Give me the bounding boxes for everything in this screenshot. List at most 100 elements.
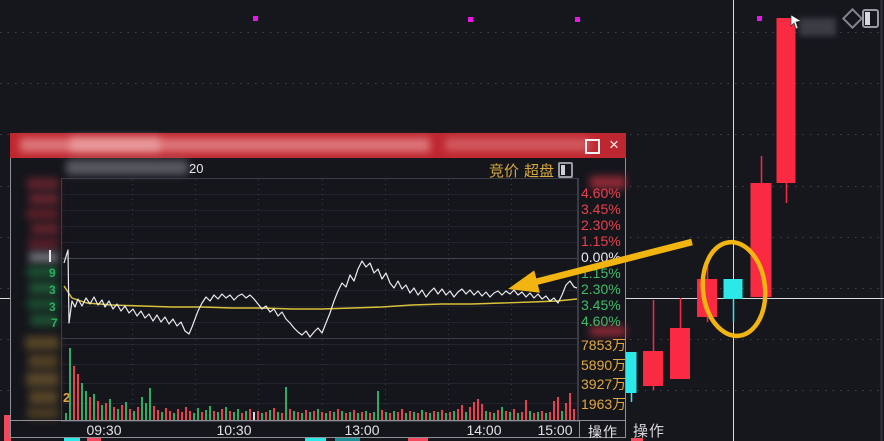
order-book-panel[interactable]: 9 3 3 7 2: [13, 178, 70, 420]
order-book-digit-fragment: 3: [49, 300, 56, 314]
intraday-volume-bar: [573, 409, 575, 421]
intraday-volume-bar: [77, 374, 79, 421]
intraday-volume-bar: [357, 413, 359, 421]
intraday-volume-bar: [429, 413, 431, 421]
action-menu-popup[interactable]: 操作: [588, 424, 618, 440]
censored-order-book-row: [29, 193, 59, 205]
censored-order-book-row: [27, 266, 58, 278]
intraday-volume-bar: [169, 411, 171, 421]
bottom-bar-divider: [579, 421, 580, 438]
intraday-volume-bar: [233, 412, 235, 421]
percent-axis-label: 1.15%: [581, 265, 621, 281]
maximize-button[interactable]: [585, 139, 600, 154]
intraday-volume-bar: [161, 412, 163, 421]
intraday-volume-bar: [405, 413, 407, 421]
intraday-volume-bar: [485, 411, 487, 421]
popup-subheader: 20 竞价 超盘: [11, 158, 625, 180]
intraday-volume-bar: [121, 405, 123, 421]
intraday-volume-bar: [69, 348, 71, 421]
censored-candle-tooltip: [799, 18, 836, 36]
average-price-line: [63, 285, 578, 310]
intraday-chart-svg: [62, 179, 578, 421]
intraday-volume-bar: [201, 412, 203, 421]
popup-bottom-bar: 操作 09:30 10:30 13:00 14:00 15:00: [11, 420, 625, 440]
intraday-volume-bar: [137, 407, 139, 421]
order-book-digit-fragment: 2: [63, 390, 71, 405]
censored-order-book-row: [25, 336, 59, 350]
intraday-volume-bar: [449, 412, 451, 421]
intraday-volume-bar: [381, 410, 383, 421]
intraday-volume-bar: [337, 409, 339, 421]
intraday-volume-bar: [157, 410, 159, 421]
censored-title-text: [445, 138, 590, 151]
candle-body: [670, 328, 690, 379]
intraday-volume-bar: [369, 413, 371, 421]
order-book-digit-fragment: 9: [49, 266, 56, 280]
percent-axis-label: 0.00%: [581, 249, 621, 265]
intraday-volume-bar: [329, 411, 331, 421]
intraday-volume-bar: [257, 411, 259, 421]
intraday-volume-bar: [481, 404, 483, 421]
intraday-volume-bar: [89, 397, 91, 421]
intraday-volume-bar: [141, 397, 143, 421]
intraday-volume-bar: [509, 412, 511, 421]
censored-price-value: [590, 176, 626, 189]
intraday-volume-bar: [241, 413, 243, 421]
volume-bar-fragment: [64, 438, 80, 441]
intraday-volume-bar: [193, 413, 195, 421]
percent-axis-column: 4.60% 3.45% 2.30% 1.15% 0.00% 1.15% 2.30% 3.45%…: [577, 176, 627, 420]
action-menu-background[interactable]: 操作: [633, 423, 666, 440]
intraday-volume-bar: [109, 399, 111, 421]
intraday-volume-bar: [541, 411, 543, 421]
intraday-volume-bar: [521, 412, 523, 421]
intraday-volume-bar: [281, 413, 283, 421]
censored-order-book-row: [31, 223, 59, 235]
censored-price-tick: [49, 250, 51, 262]
intraday-volume-bar: [417, 413, 419, 421]
intraday-volume-bar: [153, 406, 155, 421]
censored-order-book-row: [28, 238, 59, 250]
intraday-volume-bar: [245, 411, 247, 421]
intraday-chart-area[interactable]: [61, 178, 579, 422]
intraday-volume-bar: [229, 411, 231, 421]
intraday-volume-bar: [565, 403, 567, 421]
subheader-fragment: 20: [189, 161, 204, 176]
intraday-volume-bar: [453, 411, 455, 421]
sidebar-toggle-icon[interactable]: [862, 9, 879, 28]
intraday-volume-bar: [165, 408, 167, 421]
intraday-volume-bar: [125, 402, 127, 421]
intraday-volume-bar: [529, 411, 531, 421]
intraday-volume-bar: [289, 409, 291, 421]
intraday-volume-bar: [557, 397, 559, 421]
intraday-volume-bar: [409, 411, 411, 421]
super-disk-link[interactable]: 超盘: [524, 163, 555, 180]
intraday-volume-bar: [101, 405, 103, 421]
intraday-volume-bar: [465, 412, 467, 421]
censored-order-book-row: [28, 354, 58, 369]
intraday-volume-bar: [269, 410, 271, 421]
intraday-volume-bar: [553, 401, 555, 421]
bid-auction-link[interactable]: 竞价: [489, 163, 520, 180]
panel-toggle-icon[interactable]: [558, 162, 573, 178]
intraday-volume-bar: [413, 412, 415, 421]
time-axis-label: 09:30: [86, 422, 122, 438]
intraday-volume-bar: [273, 408, 275, 421]
censored-order-book-row: [29, 390, 58, 405]
close-button[interactable]: ×: [609, 135, 619, 154]
mouse-cursor-icon: [790, 14, 802, 30]
intraday-volume-bar: [173, 413, 175, 421]
popup-title-bar[interactable]: ×: [10, 133, 626, 158]
volume-bar-fragment: [631, 438, 643, 441]
intraday-volume-bar: [305, 410, 307, 421]
volume-axis-label: 5890万: [581, 357, 627, 373]
censored-order-book-row: [27, 407, 59, 419]
candle-body: [750, 183, 772, 297]
censored-order-book-row: [26, 208, 59, 220]
intraday-volume-bar: [441, 410, 443, 421]
intraday-volume-bar: [549, 412, 551, 421]
candle-body: [643, 351, 663, 386]
intraday-volume-bar: [301, 413, 303, 421]
intraday-volume-bar: [461, 405, 463, 421]
intraday-volume-bar: [225, 407, 227, 421]
